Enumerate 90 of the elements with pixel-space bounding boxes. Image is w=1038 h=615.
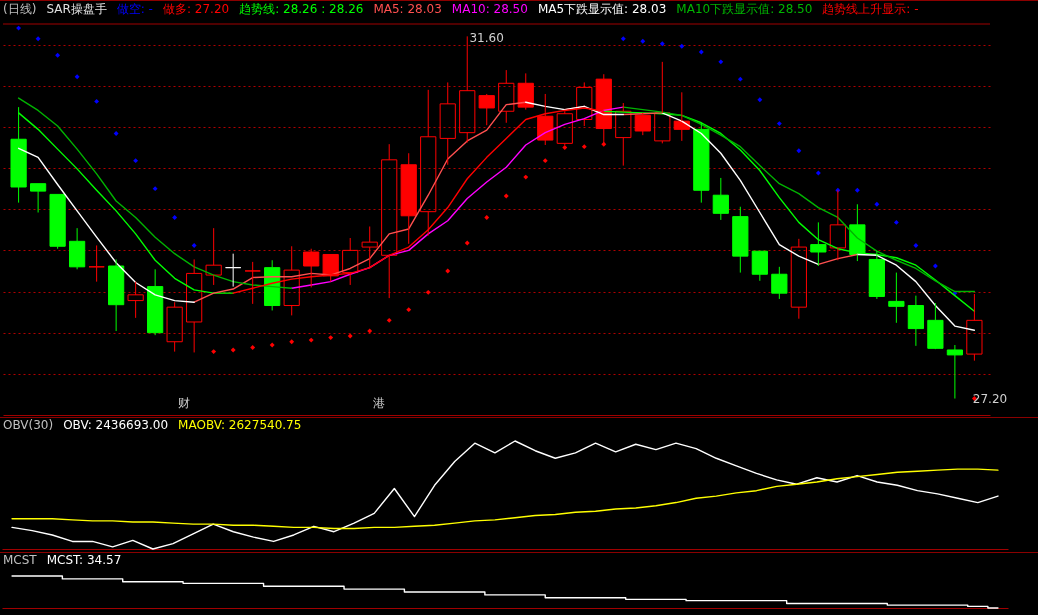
annotation: 31.60 (469, 30, 504, 45)
candlestick (946, 344, 963, 400)
candlestick (342, 237, 359, 286)
text: OBV: 2436693.00 (63, 418, 169, 432)
point (347, 333, 353, 339)
text: 趋势线上升显示: - (822, 2, 919, 16)
point (289, 339, 295, 345)
point (269, 342, 275, 348)
candlestick (790, 238, 807, 320)
candlestick (127, 281, 144, 319)
point (406, 307, 412, 313)
point (211, 349, 217, 355)
candlestick (771, 266, 788, 300)
candlestick (654, 61, 671, 144)
point (367, 328, 373, 334)
candlestick (498, 69, 515, 124)
candlestick (108, 258, 125, 332)
chart-title: (日线) (3, 2, 37, 16)
candlestick (303, 248, 320, 288)
candlestick (478, 93, 495, 126)
chart-title: MCST (3, 553, 37, 567)
point (776, 121, 782, 127)
point (94, 98, 100, 104)
candlestick (810, 221, 827, 267)
point (328, 335, 334, 341)
point (230, 347, 236, 353)
point (698, 49, 704, 55)
candlestick (966, 293, 983, 362)
annotation: 27.20 (972, 391, 1008, 406)
point (542, 158, 548, 164)
point (815, 170, 821, 176)
text: MAOBV: 2627540.75 (178, 418, 302, 432)
legend-title: SAR操盘手 (46, 2, 107, 16)
point (425, 289, 431, 295)
candlestick (556, 110, 573, 146)
candlestick (868, 250, 885, 300)
candlestick (849, 203, 866, 262)
text: MA10: 28.50 (451, 2, 528, 16)
point (172, 214, 178, 220)
point (523, 174, 529, 180)
text: MA10下跌显示值: 28.50 (676, 2, 813, 16)
point (74, 74, 80, 80)
text: 趋势线: 28.26 : 28.26 (239, 2, 364, 16)
text: 做多: 27.20 (162, 2, 230, 16)
point (55, 52, 61, 58)
point (718, 59, 724, 65)
candlestick (517, 72, 534, 111)
candlestick (439, 81, 456, 166)
candlestick (361, 226, 378, 269)
candlestick (186, 258, 203, 353)
text: 做空: - (116, 2, 153, 16)
candlestick (673, 91, 690, 142)
point (250, 345, 256, 350)
candlestick (634, 112, 651, 136)
point (874, 201, 880, 207)
text: MA5: 28.03 (373, 2, 442, 16)
candlestick (69, 227, 86, 270)
point (133, 158, 139, 164)
point (932, 263, 938, 269)
series-label: MCST: 34.57 (46, 553, 122, 567)
point (113, 131, 119, 136)
annotation: 财 (177, 396, 190, 411)
point (581, 144, 587, 150)
point (445, 268, 451, 274)
candlestick (400, 152, 417, 245)
candlestick (888, 272, 905, 324)
point (308, 337, 314, 343)
candlestick (225, 253, 242, 288)
point (893, 219, 899, 225)
candlestick (166, 301, 183, 353)
candlestick (907, 295, 924, 347)
point (484, 214, 490, 220)
candlestick (147, 268, 164, 336)
chart-title: OBV(30) (3, 418, 54, 432)
candlestick (927, 302, 944, 349)
point (191, 242, 197, 248)
candlestick (712, 177, 729, 221)
point (854, 187, 860, 193)
candlestick (732, 206, 749, 274)
point (503, 193, 509, 199)
point (679, 43, 685, 49)
candlestick (615, 102, 632, 167)
candlestick (205, 227, 222, 286)
point (464, 240, 470, 246)
point (796, 148, 802, 154)
point (562, 145, 568, 150)
annotation: 港 (373, 396, 386, 411)
candlestick (88, 244, 105, 283)
point (35, 36, 41, 42)
text: MA5下跌显示值: 28.03 (537, 2, 667, 16)
